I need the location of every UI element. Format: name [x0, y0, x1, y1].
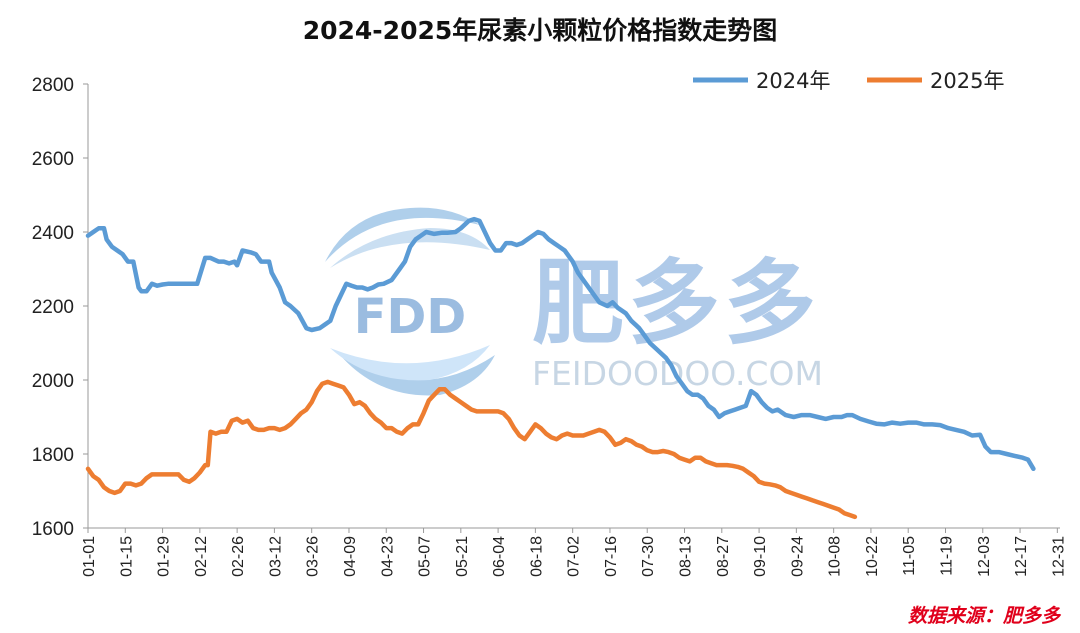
x-tick-label: 10-08 [827, 536, 844, 577]
x-tick-label: 05-07 [417, 536, 434, 577]
x-tick-label: 09-10 [752, 536, 769, 577]
x-tick-label: 03-12 [267, 536, 284, 577]
y-tick-label: 2600 [32, 149, 74, 170]
x-tick-label: 11-19 [938, 536, 955, 576]
x-tick-label: 06-04 [491, 536, 508, 577]
x-tick-label: 10-22 [864, 536, 881, 577]
legend-label-2025: 2025年 [930, 69, 1004, 93]
fdd-logo-icon: FDD [325, 207, 495, 396]
series-line-2025年 [85, 379, 858, 520]
x-tick-label: 12-31 [1050, 536, 1067, 577]
x-tick-label: 07-16 [603, 536, 620, 577]
y-tick-label: 2800 [32, 75, 74, 96]
x-tick-label: 04-23 [379, 536, 396, 577]
x-tick-label: 04-09 [342, 536, 359, 577]
y-tick-label: 1600 [32, 519, 74, 540]
x-tick-label: 07-30 [640, 536, 657, 577]
logo-text: FDD [354, 289, 466, 345]
y-tick-label: 2200 [32, 297, 74, 318]
x-tick-label: 11-05 [901, 536, 918, 576]
y-axis-ticks: 1600 1800 2000 2200 2400 2600 2800 [32, 75, 88, 540]
chart-title: 2024-2025年尿素小颗粒价格指数走势图 [303, 16, 778, 45]
series-line-2024年 [85, 216, 1036, 472]
x-tick-label: 01-01 [81, 536, 98, 577]
x-tick-label: 02-26 [230, 536, 247, 577]
watermark-brand-name: 肥多多 [532, 250, 820, 357]
x-axis-ticks: 01-01 01-15 01-29 02-12 02-26 03-12 03-26 04-09… [81, 528, 1067, 577]
x-tick-label: 06-18 [528, 536, 545, 577]
legend: 2024年 2025年 [693, 69, 1004, 93]
series-layer [85, 216, 1036, 520]
watermark: FDD 肥多多 FEIDOODOO.COM [325, 207, 823, 396]
x-tick-label: 03-26 [305, 536, 322, 577]
x-tick-label: 01-29 [156, 536, 173, 577]
x-tick-label: 09-24 [789, 536, 806, 577]
x-tick-label: 07-02 [566, 536, 583, 577]
x-tick-label: 02-12 [193, 536, 210, 577]
y-tick-label: 1800 [32, 445, 74, 466]
x-tick-label: 08-27 [715, 536, 732, 577]
x-tick-label: 12-03 [976, 536, 993, 577]
legend-label-2024: 2024年 [756, 69, 830, 93]
y-tick-label: 2400 [32, 223, 74, 244]
x-tick-label: 12-17 [1013, 536, 1030, 577]
x-tick-label: 01-15 [118, 536, 135, 577]
x-tick-label: 08-13 [678, 536, 695, 577]
x-tick-label: 05-21 [454, 536, 471, 577]
y-tick-label: 2000 [32, 371, 74, 392]
source-note: 数据来源：肥多多 [908, 605, 1062, 627]
